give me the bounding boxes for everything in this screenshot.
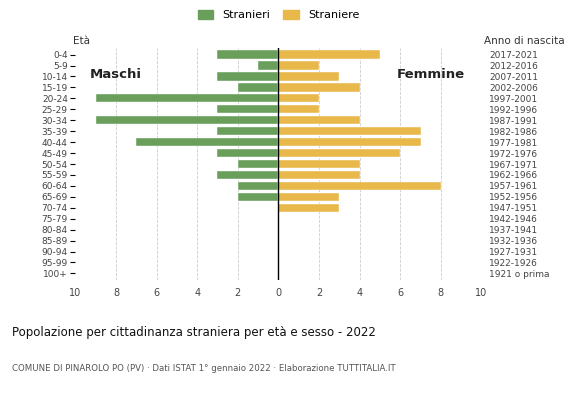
Bar <box>96 94 278 102</box>
Bar <box>278 149 400 157</box>
Bar <box>218 171 278 179</box>
Bar <box>278 50 380 59</box>
Bar <box>278 72 339 80</box>
Bar <box>218 105 278 113</box>
Text: COMUNE DI PINAROLO PO (PV) · Dati ISTAT 1° gennaio 2022 · Elaborazione TUTTITALI: COMUNE DI PINAROLO PO (PV) · Dati ISTAT … <box>12 364 395 373</box>
Bar <box>238 83 278 92</box>
Bar <box>238 193 278 201</box>
Legend: Stranieri, Straniere: Stranieri, Straniere <box>195 8 361 22</box>
Bar <box>218 50 278 59</box>
Bar <box>278 116 360 124</box>
Bar <box>278 193 339 201</box>
Bar <box>96 116 278 124</box>
Bar <box>278 138 420 146</box>
Bar <box>278 83 360 92</box>
Bar <box>278 127 420 135</box>
Bar <box>278 204 339 212</box>
Text: Anno di nascita: Anno di nascita <box>484 36 565 46</box>
Bar <box>278 160 360 168</box>
Bar <box>278 94 319 102</box>
Text: Età: Età <box>72 36 89 46</box>
Text: Maschi: Maschi <box>90 68 142 81</box>
Bar <box>278 62 319 70</box>
Bar <box>258 62 278 70</box>
Text: Popolazione per cittadinanza straniera per età e sesso - 2022: Popolazione per cittadinanza straniera p… <box>12 326 375 339</box>
Bar <box>238 160 278 168</box>
Bar <box>238 182 278 190</box>
Bar <box>278 182 441 190</box>
Bar <box>218 149 278 157</box>
Bar <box>136 138 278 146</box>
Bar <box>278 171 360 179</box>
Bar <box>218 127 278 135</box>
Bar <box>218 72 278 80</box>
Text: Femmine: Femmine <box>397 68 465 81</box>
Bar <box>278 105 319 113</box>
